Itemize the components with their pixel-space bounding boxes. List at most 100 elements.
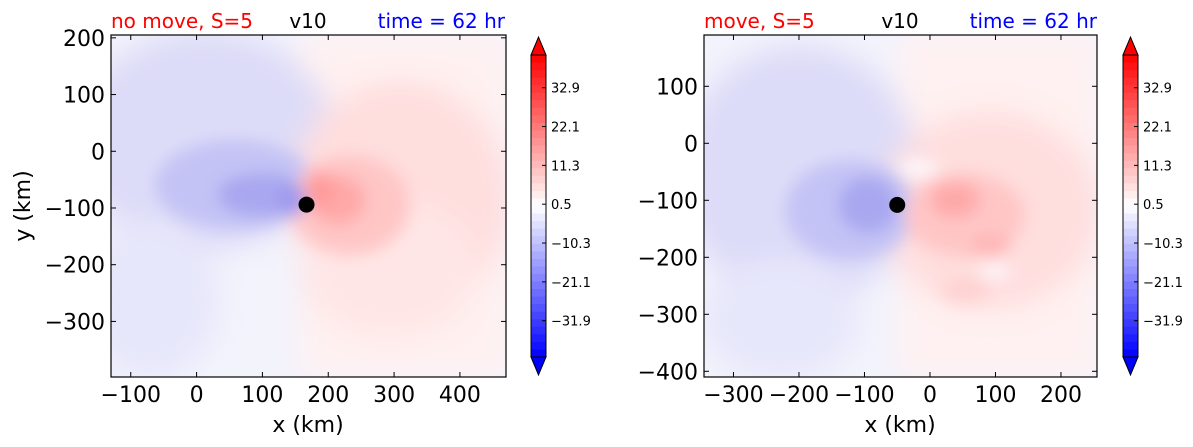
colorbar-segment — [1123, 107, 1138, 116]
colorbar-segment — [531, 138, 546, 147]
x-tick-label: 0 — [190, 383, 204, 408]
colorbar-tick-label: −10.3 — [1143, 237, 1183, 252]
panel-1-center-marker — [298, 196, 315, 213]
panel-2-center-marker — [889, 196, 906, 213]
colorbar-segment — [531, 100, 546, 109]
colorbar-segment — [1123, 251, 1138, 260]
panel-2-title-left: move, S=5 — [704, 9, 815, 33]
colorbar-segment — [531, 251, 546, 260]
colorbar-segment — [1123, 100, 1138, 109]
colorbar-segment — [1123, 160, 1138, 169]
colorbar-segment — [531, 183, 546, 192]
panel-1: −100 0 100 200 300 400 200 100 0 −100 −200 −300 no … — [11, 9, 591, 438]
colorbar-extend-max — [530, 35, 547, 56]
y-tick-label: −400 — [638, 360, 698, 385]
colorbar-segment — [1123, 153, 1138, 162]
colorbar-segment — [531, 243, 546, 252]
y-tick-label: −300 — [45, 310, 105, 335]
colorbar-tick-label: −21.1 — [551, 276, 591, 291]
colorbar-tick-label: 22.1 — [551, 121, 580, 136]
colorbar-segment — [531, 266, 546, 275]
y-tick-label: 0 — [684, 132, 698, 157]
panel-2-colorbar: 32.9 22.1 11.3 0.5 −10.3 −21.1 −31.9 — [1122, 35, 1183, 377]
colorbar-extend-min — [1122, 356, 1139, 377]
x-tick-label: 400 — [439, 383, 481, 408]
colorbar-segment — [1123, 304, 1138, 313]
panel-1-field — [111, 35, 506, 377]
colorbar-tick-label: −31.9 — [1143, 315, 1183, 330]
colorbar-segment — [1123, 55, 1138, 64]
x-tick-label: 100 — [241, 383, 283, 408]
colorbar-segment — [1123, 243, 1138, 252]
x-tick-label: −100 — [101, 383, 161, 408]
colorbar-segment — [1123, 311, 1138, 320]
y-tick-label: −300 — [638, 303, 698, 328]
colorbar-segment — [1123, 198, 1138, 207]
colorbar-segment — [1123, 334, 1138, 343]
colorbar-tick-label: −21.1 — [1143, 276, 1183, 291]
colorbar-segment — [531, 326, 546, 335]
colorbar-segment — [531, 85, 546, 94]
y-tick-label: 200 — [63, 27, 105, 52]
colorbar-tick-label: 0.5 — [1143, 198, 1164, 213]
colorbar-segment — [531, 168, 546, 177]
colorbar-frame — [530, 54, 547, 358]
panel-1-title-right: time = 62 hr — [378, 9, 506, 33]
colorbar-segment — [1123, 273, 1138, 283]
colorbar-segment — [1123, 289, 1138, 298]
colorbar-segment — [1123, 281, 1138, 290]
colorbar-segment — [1123, 138, 1138, 147]
colorbar-segment — [531, 341, 546, 351]
panel-1-frame — [110, 34, 507, 378]
colorbar-tick-label: 0.5 — [551, 198, 572, 213]
colorbar-segment — [1123, 341, 1138, 351]
x-tick-label: 200 — [307, 383, 349, 408]
colorbar-frame — [1122, 54, 1139, 358]
x-tick-label: 0 — [923, 383, 937, 408]
y-tick-label: −100 — [638, 189, 698, 214]
colorbar-segment — [1123, 258, 1138, 267]
colorbar-segment — [531, 62, 546, 71]
colorbar-segment — [1123, 266, 1138, 275]
colorbar-segment — [531, 296, 546, 305]
panel-2-frame — [703, 34, 1098, 378]
y-tick-label: −100 — [45, 197, 105, 222]
y-tick-label: −200 — [638, 246, 698, 271]
colorbar-tick-label: 11.3 — [1143, 159, 1172, 174]
colorbar-segment — [1123, 213, 1138, 222]
panel-1-colorbar: 32.9 22.1 11.3 0.5 −10.3 −21.1 −31.9 — [530, 35, 591, 377]
panel-1-axes: −100 0 100 200 300 400 200 100 0 −100 −200 −300 — [45, 27, 506, 408]
colorbar-segment — [531, 122, 546, 132]
colorbar-tick-label: 11.3 — [551, 159, 580, 174]
colorbar-segment — [1123, 70, 1138, 79]
x-tick-label: 200 — [1040, 383, 1082, 408]
panel-1-xlabel: x (km) — [272, 413, 343, 438]
colorbar-segment — [1123, 175, 1138, 184]
colorbar-segment — [531, 92, 546, 101]
colorbar-segment — [1123, 130, 1138, 139]
colorbar-segment — [531, 190, 546, 200]
colorbar-tick-label: 32.9 — [1143, 82, 1172, 97]
x-tick-label: −100 — [834, 383, 894, 408]
colorbar-segment — [531, 213, 546, 222]
y-tick-label: 100 — [656, 75, 698, 100]
colorbar-segment — [1123, 168, 1138, 177]
colorbar-segment — [531, 311, 546, 320]
colorbar-segment — [531, 273, 546, 283]
colorbar-segment — [531, 55, 546, 64]
colorbar-segment — [1123, 183, 1138, 192]
colorbar-extend-min — [530, 356, 547, 377]
colorbar-segment — [531, 145, 546, 154]
panel-1-title-center: v10 — [289, 9, 326, 33]
colorbar-tick-label: 32.9 — [551, 82, 580, 97]
colorbar-segment — [531, 304, 546, 313]
panel-1-title-left: no move, S=5 — [111, 9, 253, 33]
colorbar-segment — [531, 349, 546, 358]
colorbar-segment — [531, 175, 546, 184]
colorbar-segment — [1123, 115, 1138, 124]
colorbar-segment — [1123, 85, 1138, 94]
panel-2-xlabel: x (km) — [864, 413, 935, 438]
colorbar-segment — [531, 319, 546, 328]
colorbar-segment — [531, 236, 546, 245]
